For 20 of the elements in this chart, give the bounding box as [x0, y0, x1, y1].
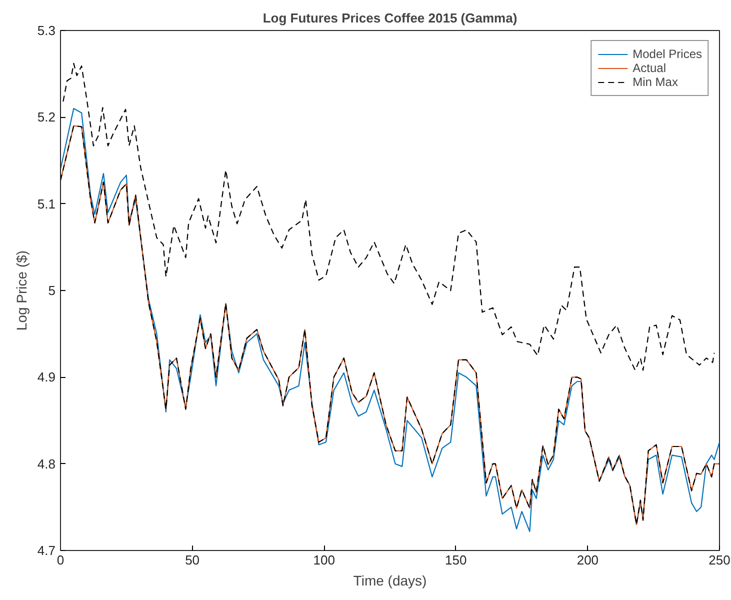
x-tick-label: 200: [576, 552, 599, 568]
line-series: [62, 62, 715, 371]
y-tick-label: 4.8: [37, 456, 56, 472]
legend-label: Actual: [632, 61, 666, 75]
y-tick-label: 5.3: [37, 23, 56, 38]
y-tick-label: 5: [48, 283, 56, 298]
chart-title: Log Futures Prices Coffee 2015 (Gamma): [262, 10, 518, 26]
legend-label: Model Prices: [632, 47, 702, 61]
x-tick-label: 150: [445, 552, 467, 568]
y-axis-title: Log Price ($): [13, 250, 30, 331]
x-axis-title: Time (days): [353, 572, 427, 588]
legend-label: Min Max: [632, 75, 678, 89]
y-tick-label: 4.9: [37, 370, 56, 385]
x-tick-label: 0: [56, 552, 64, 568]
x-tick-label: 250: [708, 552, 730, 568]
y-tick-label: 5.1: [37, 196, 56, 212]
y-tick-label: 4.7: [37, 543, 56, 558]
x-tick-label: 50: [185, 552, 200, 568]
x-tick-label: 100: [313, 552, 335, 568]
y-tick-label: 5.2: [37, 110, 56, 125]
